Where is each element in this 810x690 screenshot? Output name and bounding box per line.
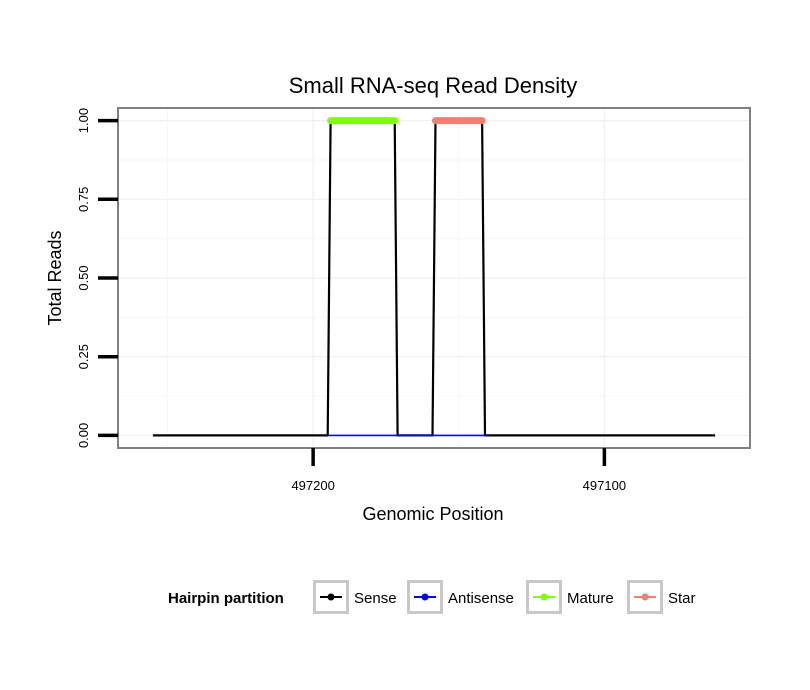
x-tick-label: 497200 xyxy=(291,478,334,493)
legend-key-point xyxy=(540,593,548,601)
legend-label-star: Star xyxy=(668,590,696,607)
legend-key-point xyxy=(421,593,429,601)
y-axis: 0.00 0.25 0.50 0.75 1.00 xyxy=(76,108,118,448)
y-tick-label: 0.75 xyxy=(76,187,91,212)
series-group xyxy=(152,117,716,437)
x-axis-title: Genomic Position xyxy=(362,504,503,524)
x-tick-label: 497100 xyxy=(583,478,626,493)
legend-label-sense: Sense xyxy=(354,590,397,607)
y-tick-label: 0.00 xyxy=(76,423,91,448)
legend-label-antisense: Antisense xyxy=(448,590,514,607)
legend-label-mature: Mature xyxy=(567,590,614,607)
legend-title: Hairpin partition xyxy=(168,590,284,607)
y-tick-label: 0.25 xyxy=(76,344,91,369)
y-tick-label: 0.50 xyxy=(76,265,91,290)
y-tick-label: 1.00 xyxy=(76,108,91,133)
legend-key-point xyxy=(327,593,335,601)
legend-key-point xyxy=(641,593,649,601)
chart-title: Small RNA-seq Read Density xyxy=(289,73,578,98)
legend: Hairpin partition Sense Antisense Mature St… xyxy=(168,580,696,614)
y-axis-title: Total Reads xyxy=(45,230,65,325)
x-axis: 497200 497100 xyxy=(291,448,626,493)
